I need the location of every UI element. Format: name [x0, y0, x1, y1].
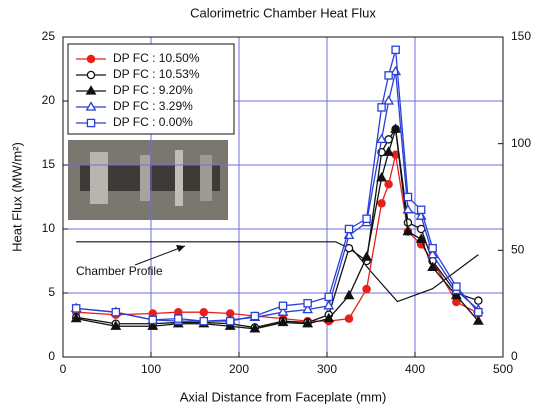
- marker: [199, 307, 209, 317]
- x-tick-label: 0: [60, 362, 67, 376]
- marker: [249, 323, 261, 333]
- marker: [361, 251, 373, 261]
- annotation-arrowhead: [176, 245, 185, 252]
- y2-tick-label: 0: [511, 349, 518, 363]
- legend-label: DP FC : 10.50%: [113, 51, 200, 65]
- legend-marker: [86, 70, 96, 80]
- legend-marker: [85, 85, 97, 95]
- marker: [224, 320, 236, 330]
- y2-tick-label: 50: [511, 243, 525, 257]
- marker: [344, 224, 354, 234]
- marker: [147, 320, 159, 330]
- marker: [343, 289, 355, 300]
- marker: [391, 45, 400, 55]
- y2-tick-label: 150: [511, 29, 531, 43]
- x-axis-label: Axial Distance from Faceplate (mm): [180, 389, 387, 404]
- marker: [390, 123, 402, 133]
- photo-detail: [140, 155, 150, 201]
- marker: [376, 171, 387, 182]
- legend-marker: [86, 118, 96, 128]
- x-tick-label: 400: [405, 362, 425, 376]
- series: [71, 45, 483, 326]
- plot-frame: [62, 36, 504, 358]
- marker: [278, 301, 288, 311]
- y-tick-label: 5: [48, 285, 55, 299]
- marker: [474, 296, 483, 305]
- marker: [302, 317, 314, 328]
- marker: [362, 284, 371, 294]
- marker: [383, 95, 395, 105]
- marker: [225, 316, 235, 326]
- y-tick-label: 25: [42, 29, 56, 43]
- marker: [302, 303, 314, 314]
- y-axis-label: Heat Flux (MW/m²): [9, 142, 24, 252]
- marker: [403, 192, 413, 202]
- marker: [450, 289, 462, 300]
- marker: [324, 292, 334, 302]
- marker: [427, 248, 439, 259]
- legend-label: DP FC : 10.53%: [113, 67, 200, 81]
- marker: [472, 315, 484, 325]
- legend-label: DP FC : 3.29%: [113, 99, 193, 113]
- marker: [384, 179, 393, 189]
- marker: [362, 214, 371, 224]
- photo-inset: [68, 140, 228, 220]
- marker: [415, 233, 427, 243]
- x-tick-label: 500: [493, 362, 513, 376]
- marker: [376, 133, 387, 144]
- marker: [428, 243, 437, 253]
- marker: [452, 282, 461, 291]
- marker: [277, 306, 289, 316]
- marker: [474, 307, 483, 317]
- photo-detail: [200, 155, 212, 201]
- marker: [277, 316, 289, 327]
- marker: [427, 261, 439, 272]
- marker: [323, 299, 335, 310]
- y2-tick-label: 100: [511, 136, 531, 150]
- marker: [199, 316, 209, 326]
- x-tick-label: 300: [317, 362, 337, 376]
- marker: [377, 199, 386, 208]
- y-tick-label: 15: [42, 157, 56, 171]
- marker: [383, 146, 395, 156]
- x-tick-label: 200: [229, 362, 249, 376]
- marker: [70, 312, 82, 323]
- chart-title: Calorimetric Chamber Heat Flux: [190, 5, 376, 20]
- marker: [110, 320, 122, 330]
- marker: [402, 203, 414, 214]
- marker: [344, 314, 354, 323]
- x-tick-label: 100: [141, 362, 161, 376]
- y-tick-label: 0: [48, 349, 55, 363]
- marker: [323, 312, 335, 323]
- marker: [148, 315, 158, 325]
- profile-line: [76, 241, 479, 303]
- y-tick-label: 10: [42, 221, 56, 235]
- marker: [416, 205, 426, 215]
- marker: [402, 225, 414, 236]
- marker: [71, 304, 81, 313]
- legend-label: DP FC : 9.20%: [113, 83, 193, 97]
- photo-detail: [175, 150, 183, 206]
- annotation: Chamber Profile: [76, 264, 163, 278]
- y-tick-label: 20: [42, 93, 56, 107]
- photo-detail: [90, 152, 108, 204]
- marker: [174, 314, 183, 323]
- legend-label: DP FC : 0.00%: [113, 115, 193, 129]
- marker: [111, 307, 121, 317]
- marker: [250, 311, 260, 321]
- annotation-arrow: [134, 245, 186, 266]
- marker: [384, 71, 393, 80]
- marker: [377, 103, 386, 112]
- marker: [403, 218, 413, 227]
- legend-marker: [85, 101, 97, 111]
- legend-marker: [86, 54, 96, 64]
- legend: DP FC : 10.50% DP FC : 10.53% DP FC : 9.20…: [67, 43, 235, 135]
- marker: [303, 298, 312, 308]
